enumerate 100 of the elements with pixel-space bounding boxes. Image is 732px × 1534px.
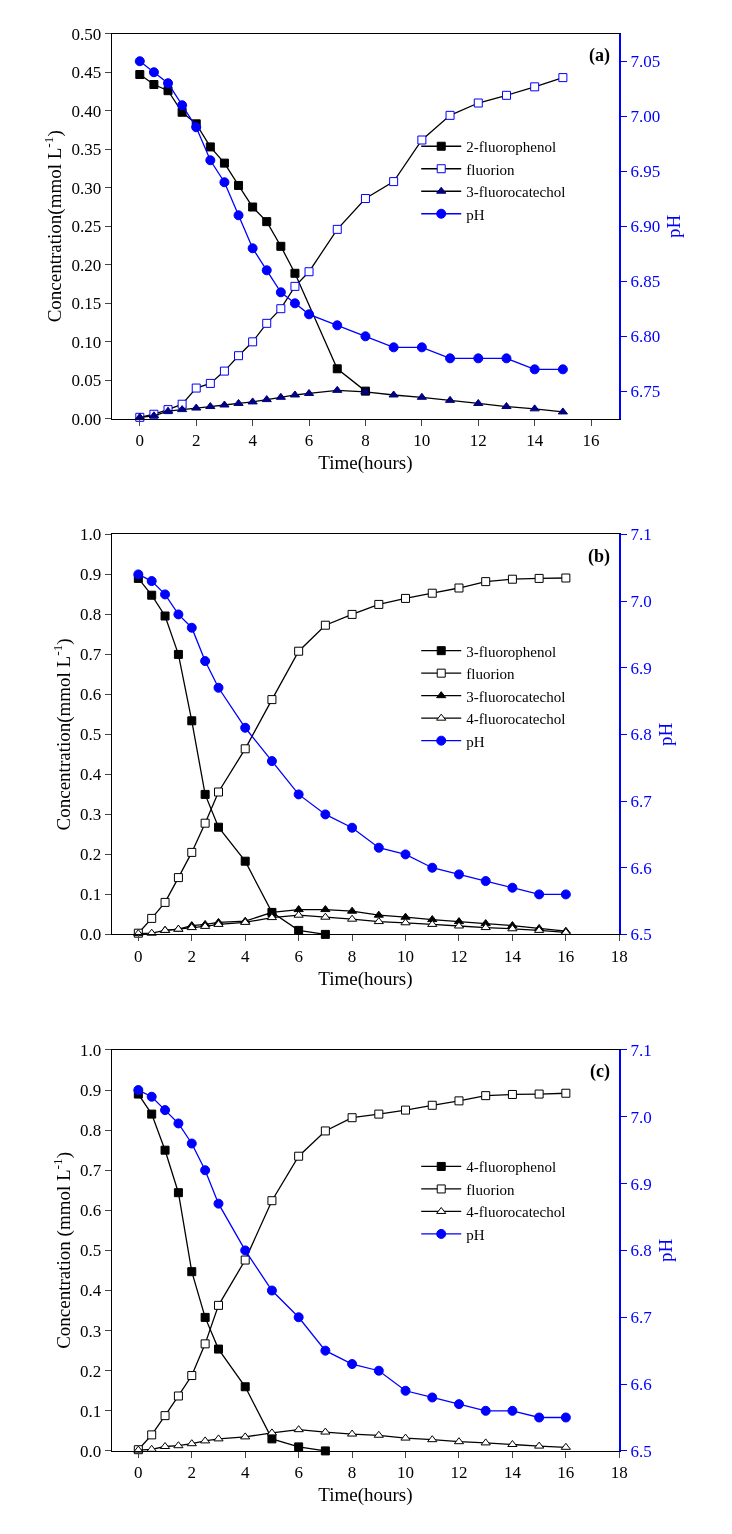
y-tick-label: 0.5 [79,1241,102,1261]
y-tick-label: 0.7 [79,1161,102,1181]
y2-tick-label: 6.7 [630,1308,653,1328]
y2-axis-title: pH [655,722,677,747]
y2-tick-label: 6.8 [630,1241,652,1261]
x-tick-label: 14 [526,431,544,451]
x-tick-label: 4 [240,1463,250,1483]
y-tick-label: 0.2 [79,1361,102,1381]
x-tick-label: 12 [450,1463,468,1483]
x-tick-label: 0 [135,431,145,451]
annotation: (c) [590,1061,610,1082]
y2-tick-label: 6.6 [630,858,652,878]
legend-label: 4-fluorocatechol [466,711,566,728]
y-tick-label: 0.15 [71,294,102,314]
y-tick-label: 0.6 [79,1201,102,1221]
y-tick-label: 0.20 [71,255,102,275]
x-tick-label: 10 [397,946,415,966]
y2-tick-label: 7.0 [630,592,652,612]
x-tick-label: 6 [294,1463,303,1483]
legend-label: fluorion [466,666,516,683]
legend-label: 3-fluorocatechol [466,688,566,705]
x-tick-label: 10 [397,1463,415,1483]
x-tick-label: 2 [191,431,201,451]
legend-label: 4-fluorophenol [466,1159,557,1176]
y-tick-label: 0.0 [79,1441,102,1461]
y2-tick-label: 6.5 [630,1441,652,1461]
y2-tick-label: 6.6 [630,1375,652,1395]
y-tick-label: 0.05 [71,371,102,391]
y-tick-label: 0.45 [71,63,102,83]
y2-tick-label: 6.7 [630,792,653,812]
y2-tick-label: 6.9 [630,1174,652,1194]
y2-axis-title: pH [663,214,685,238]
x-tick-label: 18 [610,946,628,966]
y-tick-label: 1.0 [79,1040,102,1060]
x-tick-label: 2 [187,946,197,966]
y-tick-label: 0.50 [71,24,102,44]
legend-label: fluorion [466,161,516,178]
x-tick-label: 10 [413,431,431,451]
y2-tick-label: 6.9 [630,658,652,678]
x-tick-label: 18 [610,1463,628,1483]
y2-tick-label: 6.8 [630,725,652,745]
x-tick-label: 0 [134,1463,143,1483]
y-tick-label: 0.10 [71,332,102,352]
y-tick-label: 0.5 [79,725,102,745]
x-tick-label: 8 [347,946,357,966]
y-tick-label: 0.40 [71,101,102,121]
x-tick-label: 16 [582,431,600,451]
x-tick-label: 8 [361,431,370,451]
y2-tick-label: 6.85 [630,272,661,292]
x-tick-label: 12 [469,431,487,451]
legend-label: fluorion [466,1181,516,1198]
x-tick-label: 6 [294,946,303,966]
x-tick-label: 14 [503,1463,522,1483]
y2-tick-label: 7.00 [630,107,661,127]
y-tick-label: 0.1 [79,885,102,905]
annotation: (a) [589,45,610,66]
x-tick-label: 14 [503,946,522,966]
legend-label: 3-fluorophenol [466,643,557,660]
x-tick-label: 4 [248,431,258,451]
y2-tick-label: 6.95 [630,162,661,182]
y-tick-label: 0.9 [79,565,102,585]
y-tick-label: 0.30 [71,178,102,198]
y-tick-label: 0.0 [79,925,102,945]
x-tick-label: 8 [347,1463,357,1483]
x-tick-label: 16 [557,946,575,966]
y-tick-label: 0.25 [71,217,102,237]
x-tick-label: 12 [450,946,468,966]
y2-axis-title: pH [655,1238,677,1263]
y2-tick-label: 7.1 [630,1040,652,1060]
legend-label: 2-fluorophenol [466,139,557,156]
y-tick-label: 0.35 [71,140,102,160]
legend-label: pH [466,733,485,750]
legend-label: 3-fluorocatechol [466,184,566,201]
x-axis-title: Time(hours) [318,452,413,475]
annotation: (b) [588,546,610,567]
y-tick-label: 0.3 [79,805,102,825]
legend-label: 4-fluorocatechol [466,1204,566,1221]
x-axis-title: Time(hours) [318,967,413,990]
y2-tick-label: 6.5 [630,925,652,945]
y2-tick-label: 6.80 [630,327,661,347]
y2-tick-label: 7.0 [630,1107,652,1127]
y-tick-label: 0.6 [79,685,102,705]
x-tick-label: 2 [187,1463,197,1483]
legend-label: pH [466,206,485,223]
y-tick-label: 1.0 [79,525,102,545]
y-tick-label: 0.9 [79,1081,102,1100]
y-tick-label: 0.4 [79,1281,102,1301]
x-tick-label: 4 [240,946,250,966]
y-tick-label: 0.8 [79,605,102,625]
legend-label: pH [466,1226,485,1243]
y2-tick-label: 6.75 [630,382,661,402]
y-tick-label: 0.4 [79,765,102,785]
y-tick-label: 0.1 [79,1401,102,1421]
y2-tick-label: 7.1 [630,525,652,545]
y-tick-label: 0.00 [71,409,102,429]
y-tick-label: 0.3 [79,1321,102,1341]
y-tick-label: 0.7 [79,645,102,665]
y2-tick-label: 7.05 [630,52,661,72]
x-tick-label: 6 [304,431,314,451]
y2-tick-label: 6.90 [630,217,661,237]
